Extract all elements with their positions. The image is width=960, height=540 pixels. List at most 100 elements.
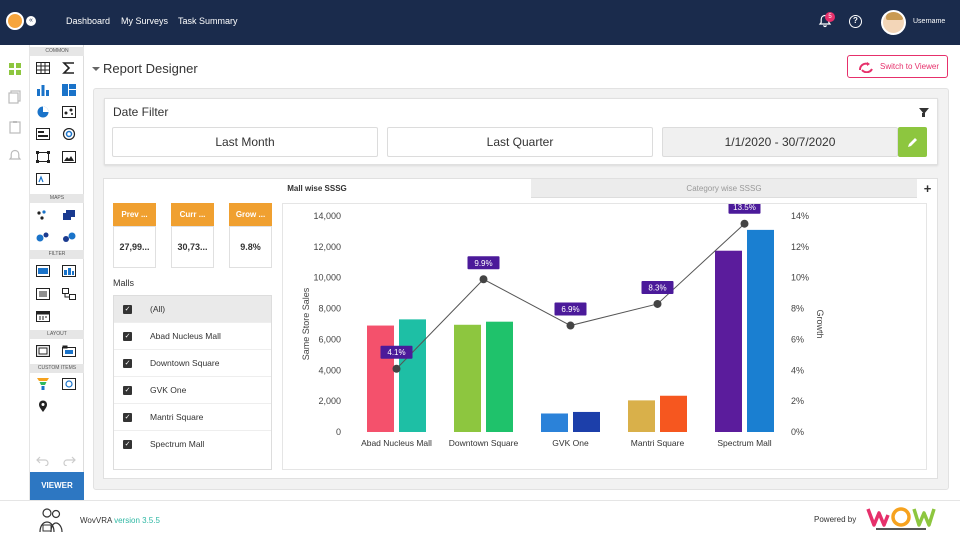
bar [399, 319, 426, 432]
add-tab-icon[interactable]: + [918, 179, 937, 198]
bar [541, 413, 568, 432]
nav-my-surveys[interactable]: My Surveys [121, 16, 169, 26]
bubble-map-icon[interactable] [36, 231, 50, 243]
collapse-icon[interactable]: « [26, 16, 36, 26]
x-tick-label: GVK One [552, 438, 589, 448]
y2-tick-label: 8% [791, 304, 804, 314]
checkbox-icon[interactable]: ✓ [123, 413, 132, 422]
list-box-icon[interactable] [36, 288, 50, 300]
sum-icon[interactable] [62, 62, 76, 74]
bar [486, 321, 513, 432]
nav-dashboard[interactable]: Dashboard [66, 16, 111, 26]
growth-data-label: 4.1% [387, 348, 405, 357]
tab-mall-wise-sssg[interactable]: Mall wise SSSG [104, 179, 530, 198]
kpi-growth-value: 9.8% [229, 226, 272, 268]
checkbox-icon[interactable]: ✓ [123, 332, 132, 341]
list-item[interactable]: ✓ GVK One [114, 377, 271, 404]
undo-icon[interactable] [36, 454, 50, 466]
filter-icon[interactable] [919, 108, 929, 114]
edit-date-button[interactable] [898, 127, 927, 157]
list-item-label: (All) [150, 304, 166, 314]
grid-table-icon[interactable] [36, 62, 50, 74]
section-layout: LAYOUT [30, 330, 84, 339]
pie-chart-icon[interactable] [36, 106, 50, 118]
funnel-chart-icon[interactable] [36, 378, 50, 390]
x-tick-label: Spectrum Mall [717, 438, 771, 448]
combo-box-icon[interactable] [36, 265, 50, 277]
nav-task-summary[interactable]: Task Summary [178, 16, 238, 26]
tab-container-icon[interactable] [62, 345, 76, 357]
notification-bell-icon[interactable] [8, 149, 22, 163]
viewer-button[interactable]: VIEWER [30, 472, 84, 500]
pie-map-icon[interactable] [62, 231, 76, 243]
redo-icon[interactable] [62, 454, 76, 466]
y2-axis-label: Growth [815, 309, 825, 338]
date-range-field[interactable]: 1/1/2020 - 30/7/2020 [662, 127, 898, 157]
copy-icon[interactable] [8, 90, 22, 104]
bar-chart-icon[interactable] [36, 84, 50, 96]
avatar[interactable] [881, 10, 906, 35]
treemap-icon[interactable] [62, 84, 76, 96]
range-filter-icon[interactable] [62, 265, 76, 277]
section-filter: FILTER [30, 250, 84, 259]
bar [660, 395, 687, 432]
tree-view-icon[interactable] [62, 288, 76, 300]
image-icon[interactable] [62, 151, 76, 163]
y-tick-label: 4,000 [318, 365, 341, 375]
sssg-combo-chart: 0 2,000 4,000 6,000 8,000 10,000 12,000 14,000 0… [301, 204, 825, 448]
list-item[interactable]: ✓ Abad Nucleus Mall [114, 323, 271, 350]
growth-data-label: 13.5% [733, 204, 756, 212]
web-page-icon[interactable] [62, 378, 76, 390]
app-name: WovVRA [80, 516, 112, 525]
geo-point-map-icon[interactable] [36, 209, 50, 221]
tab-category-wise-sssg[interactable]: Category wise SSSG [531, 179, 917, 198]
group-icon[interactable] [36, 345, 50, 357]
y-tick-label: 6,000 [318, 334, 341, 344]
choropleth-map-icon[interactable] [62, 209, 76, 221]
checkbox-icon[interactable]: ✓ [123, 386, 132, 395]
clipboard-icon[interactable] [8, 120, 22, 134]
filter-icon-stem [922, 113, 925, 117]
text-box-icon[interactable] [36, 173, 50, 185]
growth-data-label: 6.9% [561, 305, 579, 314]
y2-tick-label: 2% [791, 396, 804, 406]
page-title: Report Designer [103, 61, 198, 76]
growth-label-box [380, 345, 413, 359]
y-tick-label: 14,000 [313, 211, 341, 221]
username[interactable]: Username [913, 18, 946, 25]
list-item[interactable]: ✓ Downtown Square [114, 350, 271, 377]
y-tick-label: 0 [336, 427, 341, 437]
caret-down-icon[interactable] [92, 67, 100, 71]
switch-to-viewer-button[interactable]: Switch to Viewer [847, 55, 948, 78]
last-month-button[interactable]: Last Month [112, 127, 378, 157]
last-quarter-button[interactable]: Last Quarter [387, 127, 653, 157]
card-icon[interactable] [36, 128, 50, 140]
kpi-curr-label: Curr ... [171, 203, 214, 226]
scatter-icon[interactable] [62, 106, 76, 118]
checkbox-icon[interactable]: ✓ [123, 440, 132, 449]
map-pin-icon[interactable] [36, 400, 50, 412]
list-item-label: GVK One [150, 385, 187, 395]
list-item[interactable]: ✓ Spectrum Mall [114, 431, 271, 458]
dashboard-icon[interactable] [8, 62, 22, 76]
growth-label-box [554, 302, 587, 316]
team-mascot-icon [39, 508, 63, 533]
x-tick-label: Abad Nucleus Mall [361, 438, 432, 448]
help-icon[interactable]: ? [849, 15, 862, 28]
list-item[interactable]: ✓ Mantri Square [114, 404, 271, 431]
bound-image-icon[interactable] [36, 151, 50, 163]
gauge-icon[interactable] [62, 128, 76, 140]
kpi-curr-value: 30,73... [171, 226, 214, 268]
growth-label-box [467, 256, 500, 270]
growth-line [396, 223, 745, 370]
y2-tick-label: 4% [791, 365, 804, 375]
list-item[interactable]: ✓ (All) [114, 296, 271, 323]
checkbox-icon[interactable]: ✓ [123, 359, 132, 368]
section-custom-items: CUSTOM ITEMS [30, 364, 84, 373]
growth-point [566, 321, 575, 330]
bar [747, 229, 774, 432]
date-filter-icon[interactable] [36, 310, 50, 322]
app-logo-icon[interactable] [6, 12, 24, 30]
list-item-label: Mantri Square [150, 412, 204, 422]
checkbox-icon[interactable]: ✓ [123, 305, 132, 314]
